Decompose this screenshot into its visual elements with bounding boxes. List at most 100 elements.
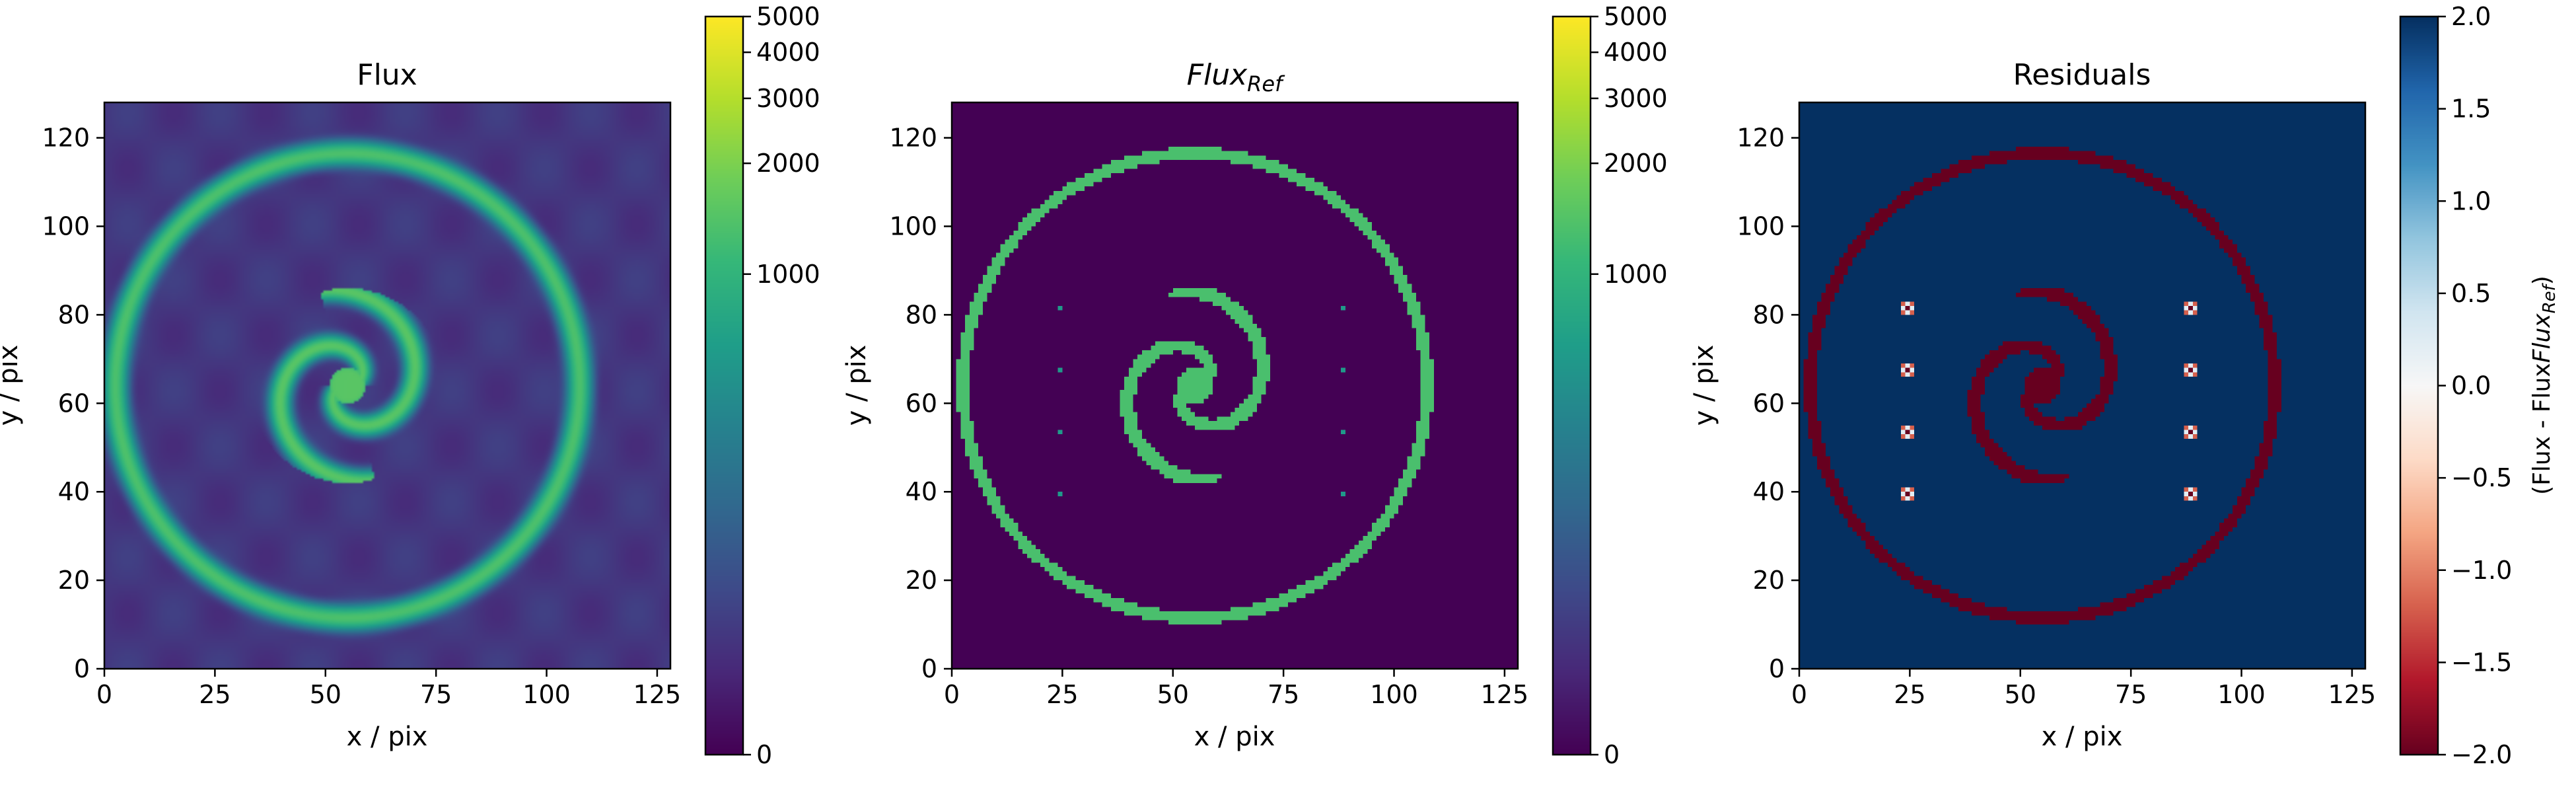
title-residuals: Residuals (2013, 58, 2151, 92)
axes-frame (950, 101, 1519, 670)
y-tick-label: 20 (1753, 566, 1785, 595)
panel-flux: Flux 0 25 50 75 100 125 0 20 40 60 80 100 120 x / p… (0, 2, 820, 769)
xlabel-residuals: x / pix (2042, 722, 2123, 752)
colorbar-ticks: 0 1000 2000 3000 4000 5000 (743, 2, 820, 769)
colorbar-tick-label: 5000 (756, 2, 820, 31)
y-ticks: 0 20 40 60 80 100 120 (42, 124, 104, 683)
x-tick-label: 50 (2005, 680, 2036, 709)
colorbar-tick-label: 3000 (756, 84, 820, 113)
y-tick-label: 80 (1753, 300, 1785, 329)
colorbar-tick-label: 2000 (756, 149, 820, 178)
colorbar-tick-label: 5000 (1604, 2, 1668, 31)
y-tick-label: 20 (906, 566, 937, 595)
y-tick-label: 40 (1753, 477, 1785, 506)
y-tick-label: 120 (889, 124, 937, 153)
colorbar-image (1553, 17, 1591, 755)
x-tick-label: 125 (1481, 680, 1529, 709)
y-ticks: 0 20 40 60 80 100 120 (1736, 124, 1799, 683)
x-tick-label: 25 (1894, 680, 1925, 709)
flux-ref-image (952, 102, 1518, 669)
y-tick-label: 80 (58, 300, 90, 329)
colorbar-image (705, 17, 743, 755)
y-tick-label: 0 (1769, 654, 1785, 683)
colorbar-tick-label: −1.0 (2451, 556, 2512, 585)
colorbar-tick-label: 0 (756, 740, 772, 769)
colorbar-tick-label: −2.0 (2451, 740, 2512, 769)
y-tick-label: 0 (74, 654, 90, 683)
ylabel-residuals: y / pix (1689, 345, 1719, 426)
y-tick-label: 60 (1753, 389, 1785, 418)
axes-frame (1798, 101, 2367, 670)
x-tick-label: 0 (96, 680, 112, 709)
xlabel-flux: x / pix (347, 722, 428, 752)
x-tick-label: 100 (1370, 680, 1418, 709)
y-ticks: 0 20 40 60 80 100 120 (889, 124, 952, 683)
x-tick-label: 75 (2115, 680, 2147, 709)
y-tick-label: 120 (42, 124, 90, 153)
x-tick-label: 0 (1791, 680, 1807, 709)
x-tick-label: 50 (1157, 680, 1189, 709)
colorbar-flux-ref: 0 1000 2000 3000 4000 5000 (1552, 2, 1668, 769)
x-tick-label: 125 (2328, 680, 2377, 709)
x-tick-label: 25 (1046, 680, 1078, 709)
x-tick-label: 125 (633, 680, 682, 709)
heatmap-residuals: 0 25 50 75 100 125 0 20 40 60 80 100 120 (1736, 101, 2376, 709)
colorbar-tick-label: −1.5 (2451, 648, 2512, 677)
x-ticks: 0 25 50 75 100 125 (96, 669, 681, 709)
colorbar-tick-label: 0.5 (2451, 279, 2491, 308)
y-tick-label: 60 (58, 389, 90, 418)
y-tick-label: 80 (906, 300, 937, 329)
colorbar-tick-label: 2.0 (2451, 2, 2491, 31)
x-ticks: 0 25 50 75 100 125 (1791, 669, 2376, 709)
title-flux: Flux (357, 58, 417, 92)
colorbar-tick-label: 1000 (1604, 260, 1668, 289)
panel-residuals: Residuals 0 25 50 75 100 125 020406080100120 … (1689, 2, 2559, 769)
y-tick-label: 100 (42, 211, 90, 241)
colorbar-flux: 0 1000 2000 3000 4000 5000 (704, 2, 820, 769)
colorbar-label-residuals: (Flux - FluxFluxRef) (2528, 276, 2559, 495)
colorbar-tick-label: 1.0 (2451, 186, 2491, 215)
flux-image (104, 102, 670, 669)
colorbar-frame (1552, 15, 1592, 756)
y-tick-label: 40 (906, 477, 937, 506)
y-tick-label: 100 (889, 211, 937, 241)
panel-flux-ref: FluxRef 0 25 50 75 100 125 0 20 40 60 80 100 120 x … (841, 2, 1668, 769)
x-tick-label: 50 (310, 680, 341, 709)
colorbar-tick-label: −0.5 (2451, 463, 2512, 492)
y-tick-label: 60 (906, 389, 937, 418)
colorbar-tick-label: 3000 (1604, 84, 1668, 113)
x-tick-label: 0 (944, 680, 960, 709)
y-tick-label: 20 (58, 566, 90, 595)
x-tick-label: 75 (1268, 680, 1299, 709)
axes-frame (103, 101, 672, 670)
colorbar-ticks: −2.0 −1.5 −1.0 −0.5 0.0 0.5 1.0 1.5 2.0 (2438, 2, 2512, 769)
residuals-image (1799, 102, 2365, 669)
x-tick-label: 100 (522, 680, 571, 709)
colorbar-tick-label: 2000 (1604, 149, 1668, 178)
x-ticks: 0 25 50 75 100 125 (944, 669, 1528, 709)
colorbar-residuals: −2.0 −1.5 −1.0 −0.5 0.0 0.5 1.0 1.5 2.0 (2399, 2, 2512, 769)
colorbar-frame (704, 15, 744, 756)
colorbar-tick-label: 1000 (756, 260, 820, 289)
y-tick-label: 120 (1736, 124, 1785, 153)
y-tick-label: 40 (58, 477, 90, 506)
colorbar-tick-label: 1.5 (2451, 94, 2491, 124)
xlabel-flux-ref: x / pix (1194, 722, 1275, 752)
heatmap-flux: 0 25 50 75 100 125 0 20 40 60 80 100 120 (42, 101, 681, 709)
x-tick-label: 100 (2217, 680, 2266, 709)
colorbar-image (2400, 17, 2438, 755)
ylabel-flux-ref: y / pix (841, 345, 872, 426)
ylabel-flux: y / pix (0, 345, 24, 426)
colorbar-tick-label: 0.0 (2451, 371, 2491, 400)
y-tick-label: 100 (1736, 211, 1785, 241)
colorbar-tick-label: 0 (1604, 740, 1620, 769)
x-tick-label: 75 (420, 680, 452, 709)
colorbar-tick-label: 4000 (756, 38, 820, 67)
heatmap-flux-ref: 0 25 50 75 100 125 0 20 40 60 80 100 120 (889, 101, 1528, 709)
colorbar-tick-label: 4000 (1604, 38, 1668, 67)
x-tick-label: 25 (199, 680, 231, 709)
y-tick-label: 0 (921, 654, 937, 683)
title-flux-ref: FluxRef (1187, 58, 1285, 96)
colorbar-ticks: 0 1000 2000 3000 4000 5000 (1591, 2, 1668, 769)
